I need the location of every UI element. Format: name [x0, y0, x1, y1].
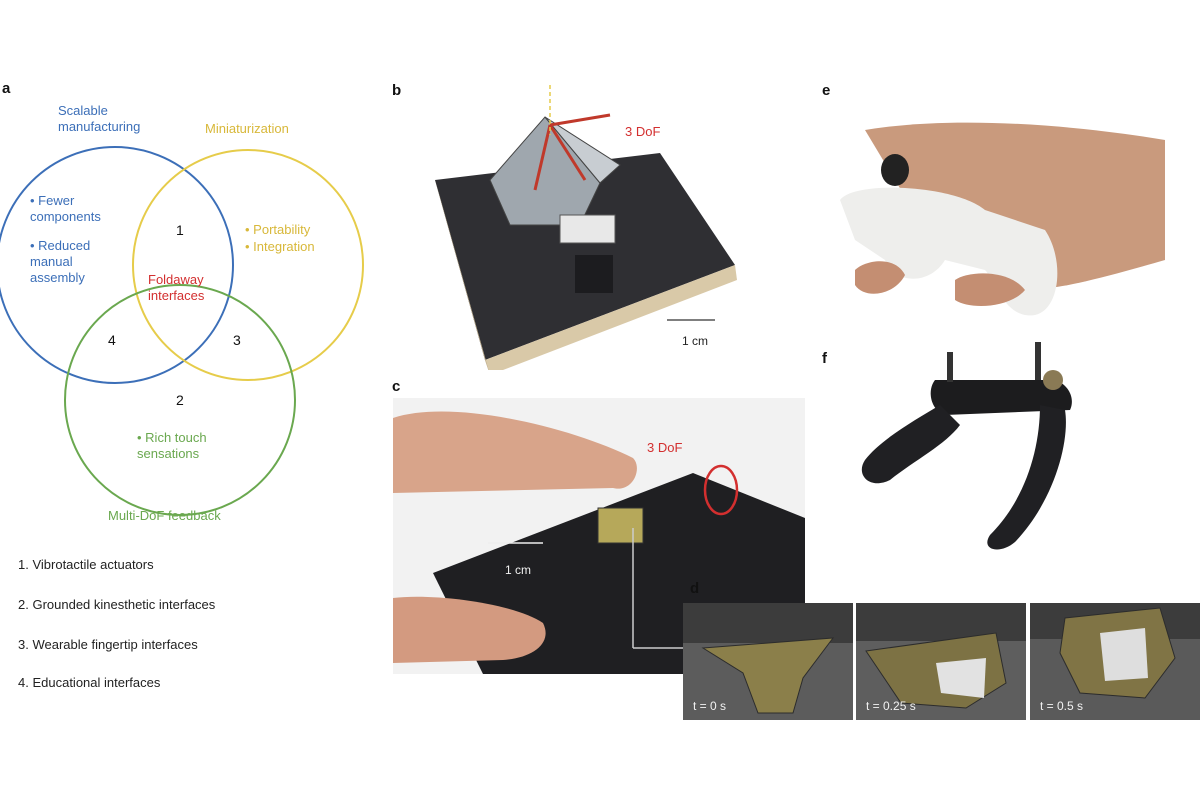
photo-sequence-t05 [1030, 603, 1200, 720]
photo-sequence-t025 [856, 603, 1026, 720]
venn-title-multidof: Multi-DoF feedback [108, 508, 221, 523]
panel-label-f: f [822, 350, 827, 367]
panel-c-scale-label: 1 cm [505, 563, 532, 577]
venn-circle-miniaturization [132, 149, 364, 381]
venn-number-3: 3 [233, 332, 241, 348]
panel-label-c: c [392, 378, 401, 395]
shape-folded-t0 [683, 603, 853, 714]
legend-item-2: 2. Grounded kinesthetic interfaces [18, 597, 216, 612]
venn-title-miniaturization: Miniaturization [205, 121, 289, 136]
panel-label-d: d [690, 580, 700, 597]
venn-number-4: 4 [108, 332, 116, 348]
photo-controller-f-drawing [861, 342, 1072, 550]
panel-b-dof-label: 3 DoF [625, 124, 661, 139]
panel-label-b: b [392, 82, 402, 99]
photo-device-b [435, 85, 737, 370]
venn-number-1: 1 [176, 222, 184, 238]
time-label-0: t = 0 s [693, 699, 727, 713]
venn-center-label: Foldaway interfaces [148, 272, 205, 303]
legend-item-3: 3. Wearable fingertip interfaces [18, 637, 198, 652]
panel-c-dof-label: 3 DoF [647, 440, 683, 455]
venn-title-scalable: Scalable manufacturing [58, 103, 141, 134]
legend-item-1: 1. Vibrotactile actuators [18, 557, 154, 572]
time-label-1: t = 0.25 s [866, 699, 916, 713]
panel-label-e: e [822, 82, 831, 99]
panel-b-scale-label: 1 cm [682, 334, 709, 348]
time-label-2: t = 0.5 s [1040, 699, 1084, 713]
venn-bullet-reduced-assembly: • Reduced manual assembly [30, 238, 91, 285]
shape-folded-t025 [856, 603, 1026, 709]
photo-sequence-t0 [683, 603, 853, 720]
photo-hand-controller-e-drawing [840, 122, 1165, 316]
venn-bullet-rich-touch: • Rich touch sensations [137, 430, 207, 461]
venn-bullet-fewer-components: • Fewer components [30, 193, 101, 224]
venn-number-2: 2 [176, 392, 184, 408]
shape-folded-t05 [1030, 603, 1200, 699]
venn-diagram [0, 146, 364, 516]
legend-item-4: 4. Educational interfaces [18, 675, 161, 690]
photo-hand-controller-e [835, 110, 1165, 325]
photo-controller-f [855, 330, 1105, 555]
venn-bullet-portability: • Portability [245, 222, 311, 237]
venn-bullet-integration: • Integration [245, 239, 315, 254]
panel-label-a: a [2, 80, 11, 97]
venn-circle-multidof [64, 284, 296, 516]
venn-circle-scalable [0, 146, 234, 384]
